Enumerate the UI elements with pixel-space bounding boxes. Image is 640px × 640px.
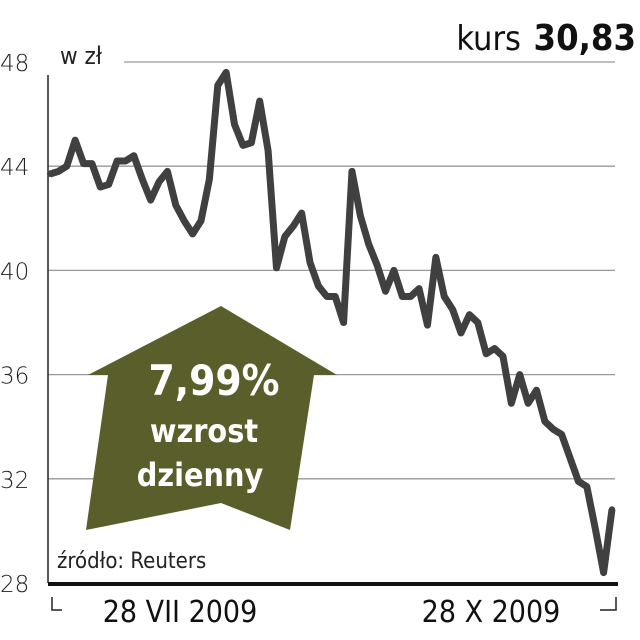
data-point: [248, 139, 255, 146]
x-range-bracket-right: [600, 597, 617, 611]
data-point: [147, 197, 154, 204]
data-point: [592, 525, 599, 532]
data-point: [567, 454, 574, 461]
price-line: [48, 68, 616, 577]
arrow-up-icon: [86, 306, 337, 530]
data-point: [206, 176, 213, 183]
data-point: [256, 98, 263, 105]
data-point: [189, 230, 196, 237]
x-tick-label-end: 28 X 2009: [422, 595, 561, 630]
data-point: [390, 267, 397, 274]
data-point: [80, 160, 87, 167]
data-point: [533, 387, 540, 394]
data-point: [516, 371, 523, 378]
data-point: [315, 283, 322, 290]
data-point: [307, 259, 314, 266]
data-point: [458, 329, 465, 336]
data-point: [399, 293, 406, 300]
data-point: [105, 181, 112, 188]
data-point: [550, 426, 557, 433]
y-tick-label: 28: [0, 572, 29, 598]
data-point: [449, 306, 456, 313]
y-tick-label: 40: [0, 259, 29, 285]
data-point: [483, 350, 490, 357]
data-point: [273, 264, 280, 271]
data-point: [231, 121, 238, 128]
data-point: [114, 157, 121, 164]
data-point: [474, 319, 481, 326]
x-range-bracket: [51, 597, 62, 611]
data-point: [365, 241, 372, 248]
data-point: [583, 483, 590, 490]
data-point: [499, 353, 506, 360]
data-point: [541, 418, 548, 425]
data-point: [130, 152, 137, 159]
data-point: [55, 168, 62, 175]
source-label: źródło: Reuters: [57, 549, 206, 574]
data-point: [374, 262, 381, 269]
data-point: [575, 478, 582, 485]
data-point: [164, 168, 171, 175]
data-point: [63, 163, 70, 170]
data-point: [424, 322, 431, 329]
data-point: [197, 217, 204, 224]
data-point: [223, 69, 230, 76]
data-point: [214, 82, 221, 89]
y-tick-label: 36: [0, 364, 29, 390]
annotation-line1: wzrost: [150, 412, 258, 450]
data-point: [97, 184, 104, 191]
y-tick-labels: 48 44 40 36 32 28: [0, 51, 29, 598]
data-point: [47, 171, 53, 178]
data-point: [357, 212, 364, 219]
annotation-line2: dzienny: [137, 456, 264, 494]
data-point: [122, 157, 129, 164]
header-value: 30,83: [534, 18, 636, 59]
data-point: [239, 142, 246, 149]
x-tick-label-start: 28 VII 2009: [103, 595, 258, 630]
y-tick-label: 44: [0, 155, 29, 181]
data-point: [139, 176, 146, 183]
header-label: kurs: [456, 19, 521, 59]
data-point: [323, 293, 330, 300]
header: kurs 30,83: [456, 18, 636, 59]
annotation-percent: 7,99%: [148, 356, 279, 405]
data-point: [290, 223, 297, 230]
data-point: [181, 217, 188, 224]
data-point: [466, 311, 473, 318]
data-point: [491, 345, 498, 352]
data-point: [432, 254, 439, 261]
data-point: [88, 160, 95, 167]
price-series: [47, 68, 616, 577]
y-tick-label: 48: [0, 51, 29, 77]
data-point: [298, 210, 305, 217]
data-point: [340, 319, 347, 326]
data-point: [441, 293, 448, 300]
data-point: [525, 400, 532, 407]
unit-label: w zł: [60, 42, 103, 70]
data-point: [407, 293, 414, 300]
data-point: [172, 202, 179, 209]
data-point: [600, 569, 607, 576]
data-point: [508, 400, 515, 407]
data-point: [332, 293, 339, 300]
data-point: [609, 506, 615, 513]
data-point: [281, 233, 288, 240]
data-point: [558, 431, 565, 438]
data-point: [416, 285, 423, 292]
data-point: [265, 147, 272, 154]
data-point: [348, 168, 355, 175]
data-point: [156, 178, 163, 185]
data-point: [382, 288, 389, 295]
data-point: [72, 137, 79, 144]
y-tick-label: 32: [0, 468, 29, 494]
